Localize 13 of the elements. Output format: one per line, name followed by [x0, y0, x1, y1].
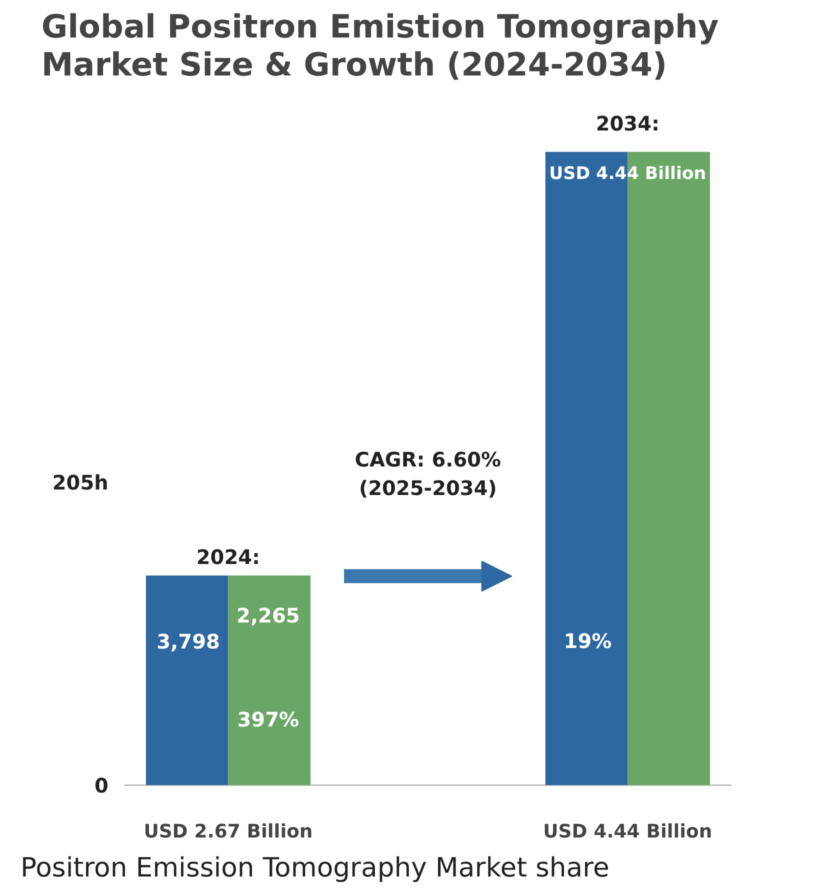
x-tick-label: USD 2.67 Billion — [144, 822, 313, 842]
annotation: 3,798 — [156, 629, 220, 654]
text: Positron Emission Tomography Market share — [20, 852, 610, 884]
text: 0 — [94, 774, 108, 798]
annotation: 2,265 — [236, 603, 300, 628]
annotation: 397% — [237, 707, 300, 732]
annotation: USD 4.44 Billion — [549, 164, 706, 184]
text: 2034: — [596, 111, 660, 136]
annotation: 2024: — [196, 545, 260, 570]
annotation: 19% — [564, 628, 612, 653]
annotation: CAGR: 6.60% (2025-2034) — [354, 447, 502, 500]
chart-title: Global Positron Emistion Tomography Market Size & Growth (2024-2034) — [41, 8, 719, 84]
text: 205h — [52, 470, 108, 494]
